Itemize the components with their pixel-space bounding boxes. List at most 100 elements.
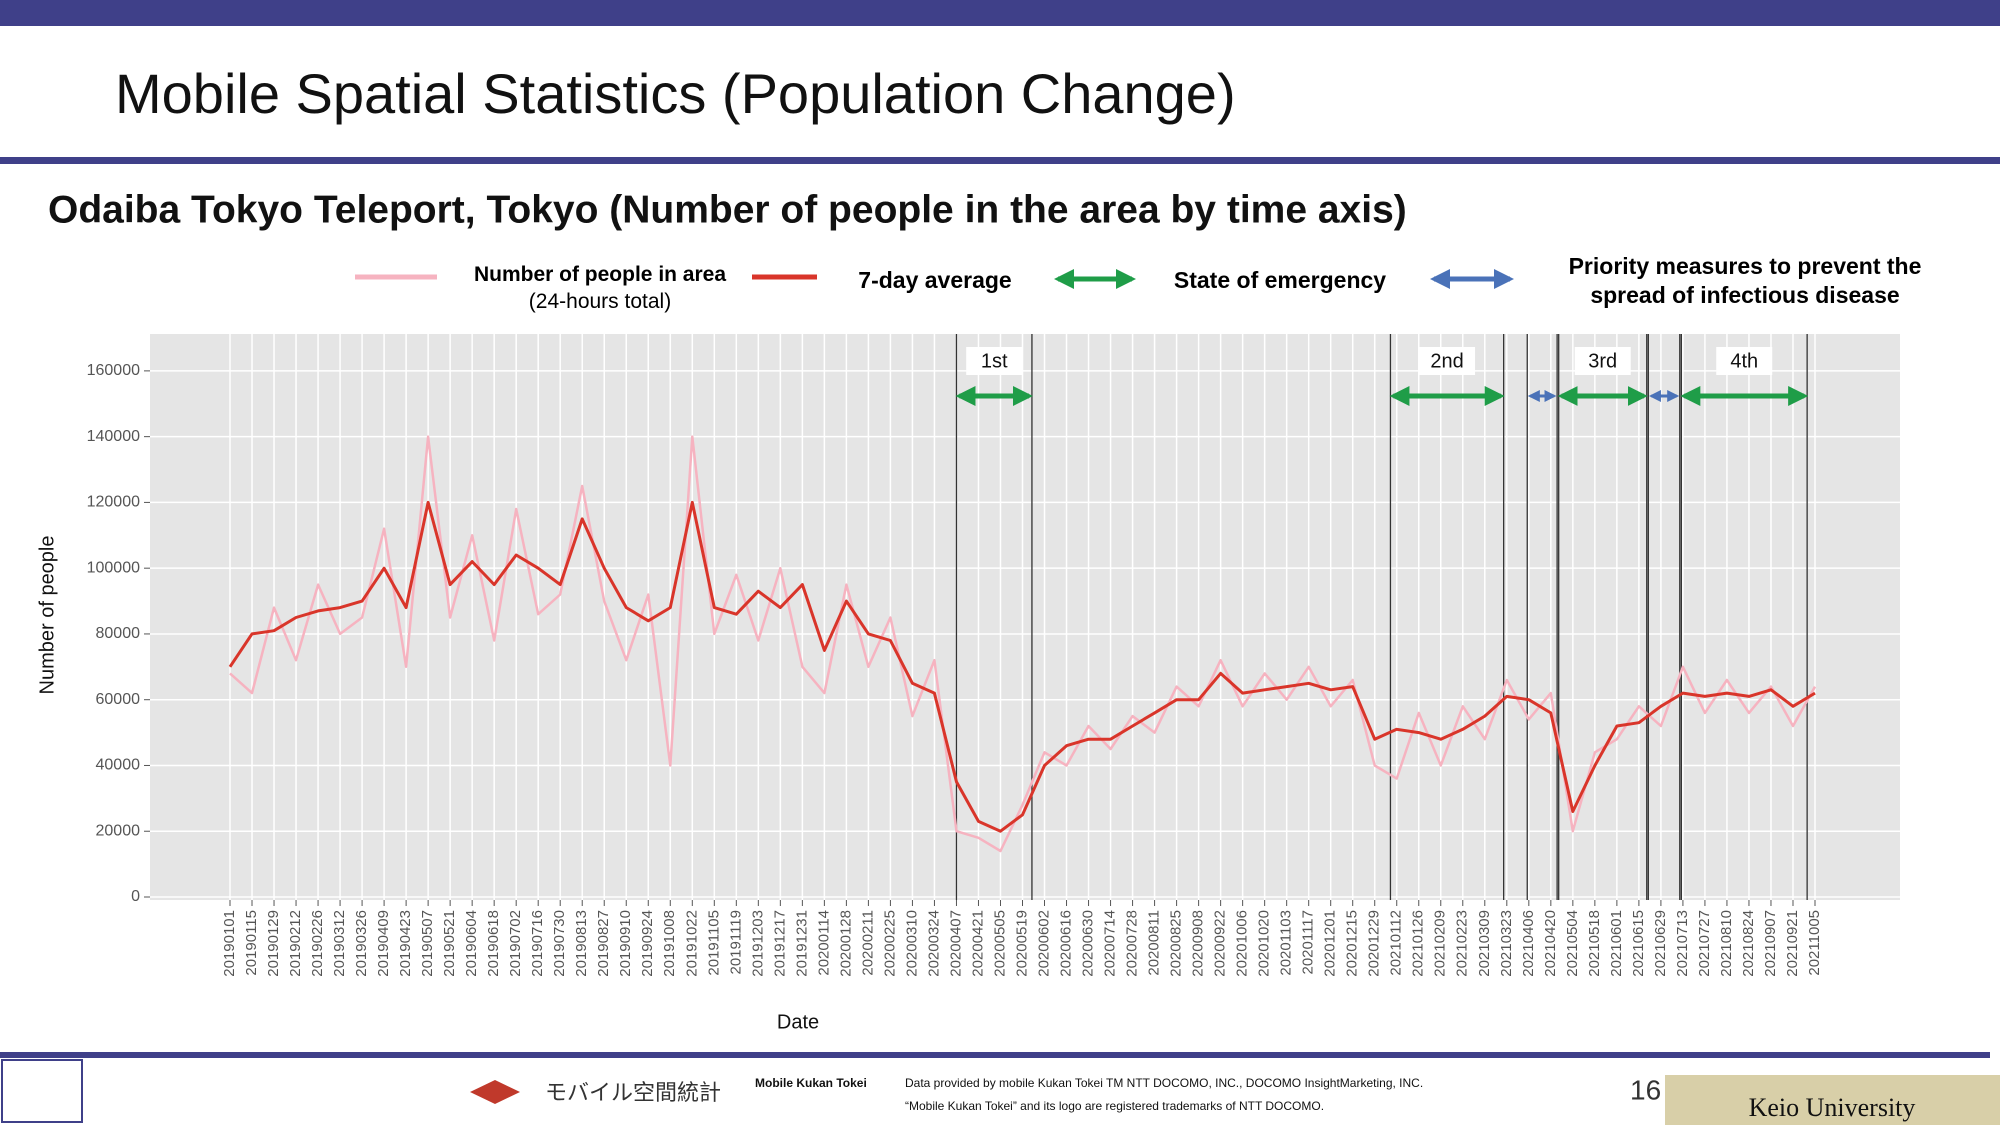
x-tick-label: 20211005 <box>1806 910 1823 976</box>
x-tick-label: 20200825 <box>1168 910 1185 977</box>
legend-label: State of emergency <box>1173 267 1387 293</box>
x-tick-label: 20191203 <box>749 910 766 977</box>
period-label: 3rd <box>1588 350 1617 372</box>
x-tick-label: 20201201 <box>1322 910 1339 977</box>
plot-panel <box>150 334 1900 900</box>
x-axis-label: Date <box>777 1011 819 1033</box>
x-tick-label: 20200114 <box>815 910 832 976</box>
x-tick-label: 20210420 <box>1542 910 1559 977</box>
y-tick-label: 60000 <box>96 691 141 708</box>
y-tick-label: 140000 <box>87 428 140 445</box>
x-tick-label: 20190924 <box>639 910 656 977</box>
x-tick-label: 20201117 <box>1300 910 1317 975</box>
x-tick-label: 20200908 <box>1190 910 1207 977</box>
x-tick-label: 20201020 <box>1256 910 1273 977</box>
x-tick-label: 20191231 <box>793 910 810 977</box>
x-tick-label: 20201229 <box>1366 910 1383 977</box>
x-tick-label: 20210518 <box>1586 910 1603 977</box>
x-tick-label: 20190910 <box>617 910 634 977</box>
x-tick-label: 20200602 <box>1035 910 1052 977</box>
x-tick-label: 20190604 <box>463 910 480 977</box>
brand-name: Mobile Kukan Tokei <box>755 1076 867 1090</box>
y-tick-label: 160000 <box>87 362 140 379</box>
x-tick-label: 20200128 <box>837 910 854 977</box>
y-axis-label: Number of people <box>36 536 58 695</box>
x-tick-label: 20190212 <box>287 910 304 977</box>
x-tick-label: 20200225 <box>881 910 898 977</box>
logo-text: モバイル空間統計 <box>545 1080 721 1105</box>
period-label: 1st <box>981 350 1008 372</box>
legend-note: (24-hours total) <box>528 290 672 313</box>
x-tick-label: 20190226 <box>309 910 326 977</box>
footer-rule <box>0 1052 1990 1058</box>
x-tick-label: 20190326 <box>353 910 370 977</box>
x-tick-label: 20190423 <box>397 910 414 977</box>
x-tick-label: 20210309 <box>1476 910 1493 977</box>
x-tick-label: 20210126 <box>1410 910 1427 977</box>
series-line <box>228 500 1816 833</box>
x-tick-label: 20190618 <box>485 910 502 977</box>
y-tick-label: 0 <box>131 888 140 905</box>
x-tick-label: 20191217 <box>771 910 788 977</box>
university-band <box>1665 1075 2000 1125</box>
x-tick-label: 20201103 <box>1278 910 1295 976</box>
title-rule <box>0 157 2000 164</box>
x-tick-label: 20210713 <box>1674 910 1691 977</box>
x-tick-label: 20200811 <box>1146 910 1163 976</box>
x-tick-label: 20210223 <box>1454 910 1471 977</box>
x-tick-label: 20190521 <box>441 910 458 977</box>
period-label: 4th <box>1730 350 1758 372</box>
x-tick-label: 20200728 <box>1124 910 1141 977</box>
y-tick-label: 100000 <box>87 559 140 576</box>
x-tick-label: 20210824 <box>1740 910 1757 977</box>
x-tick-label: 20200630 <box>1080 910 1097 977</box>
y-tick-label: 120000 <box>87 494 140 511</box>
x-tick-label: 20210629 <box>1652 910 1669 977</box>
x-tick-label: 20210615 <box>1630 910 1647 977</box>
x-tick-label: 20200407 <box>947 910 964 977</box>
period-label-box <box>1574 347 1631 375</box>
x-tick-label: 20210406 <box>1520 910 1537 977</box>
y-tick-label: 20000 <box>96 822 141 839</box>
x-tick-label: 20210727 <box>1696 910 1713 977</box>
x-tick-label: 20200616 <box>1057 910 1074 977</box>
x-tick-label: 20210907 <box>1762 910 1779 977</box>
x-tick-label: 20200421 <box>969 910 986 977</box>
x-tick-label: 20200714 <box>1102 910 1119 977</box>
x-tick-label: 20190409 <box>375 910 392 977</box>
legend-label: 7-day average <box>858 267 1012 293</box>
top-bar <box>0 0 2000 26</box>
x-tick-label: 20200519 <box>1013 910 1030 977</box>
x-tick-label: 20201006 <box>1234 910 1251 977</box>
period-label-box <box>1419 347 1476 375</box>
x-tick-label: 20190702 <box>507 910 524 977</box>
x-tick-label: 20190115 <box>243 910 260 976</box>
x-tick-label: 20190827 <box>595 910 612 977</box>
university-name: Keio University <box>1749 1093 1916 1122</box>
x-tick-label: 20210504 <box>1564 910 1581 977</box>
credit: Data provided by mobile Kukan Tokei TM N… <box>905 1076 1423 1090</box>
x-tick-label: 20210921 <box>1784 910 1801 977</box>
x-tick-label: 20190716 <box>529 910 546 977</box>
x-tick-label: 20190507 <box>419 910 436 977</box>
x-tick-label: 20210323 <box>1498 910 1515 977</box>
x-tick-label: 20200505 <box>991 910 1008 977</box>
x-tick-label: 20200310 <box>903 910 920 977</box>
x-tick-label: 20190101 <box>221 910 238 977</box>
page-number: 16 <box>1630 1074 1661 1105</box>
x-tick-label: 20190730 <box>551 910 568 977</box>
x-tick-label: 20191105 <box>705 910 722 976</box>
x-tick-label: 20200324 <box>925 910 942 977</box>
brand-logo <box>470 1080 520 1104</box>
period-label-box <box>1716 347 1773 375</box>
x-tick-label: 20200211 <box>859 910 876 976</box>
y-tick-label: 40000 <box>96 757 141 774</box>
period-label-box <box>966 347 1023 375</box>
x-tick-label: 20191008 <box>661 910 678 977</box>
x-tick-label: 20190312 <box>331 910 348 977</box>
x-tick-label: 20210209 <box>1432 910 1449 977</box>
x-tick-label: 20191022 <box>683 910 700 977</box>
series-line <box>229 435 1817 853</box>
